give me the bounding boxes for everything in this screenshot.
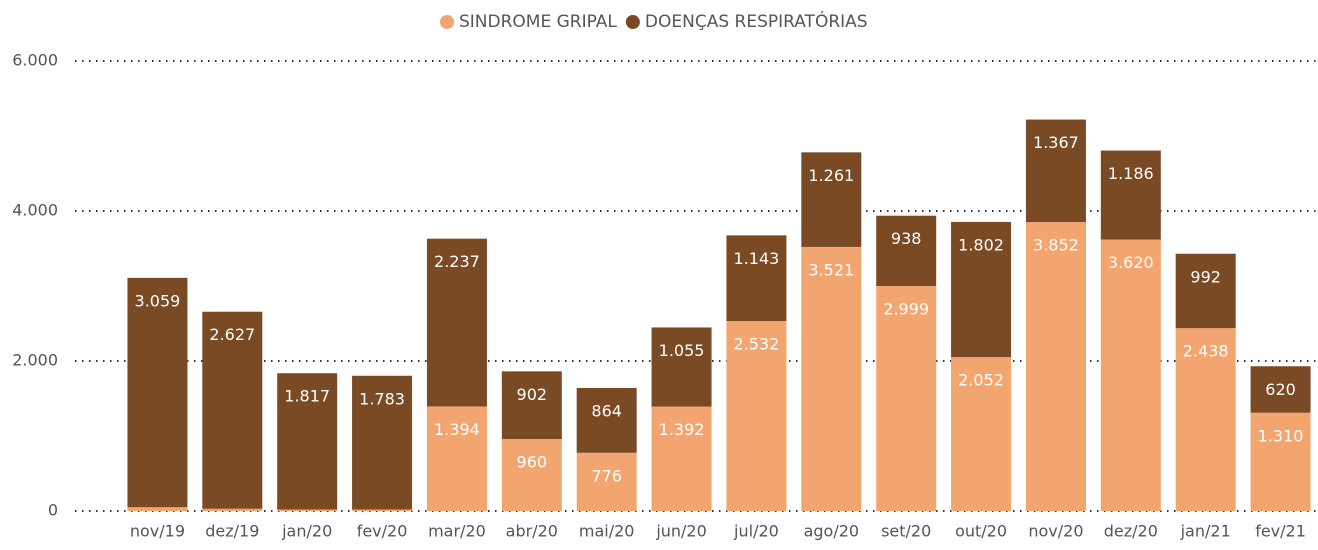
- data-label: 960: [517, 453, 548, 472]
- bar-segment: [277, 373, 338, 510]
- bar-segment: [1250, 412, 1311, 511]
- bar-segment: [801, 246, 862, 512]
- data-label: 864: [591, 402, 622, 421]
- bar-segment: [651, 327, 712, 407]
- bar-segment: [127, 507, 188, 511]
- x-tick-label: fev/21: [1255, 522, 1306, 541]
- bar-segment: [501, 439, 562, 511]
- bar-segment: [1175, 253, 1236, 329]
- bar-segment: [1100, 150, 1161, 240]
- data-label: 2.052: [958, 371, 1004, 390]
- x-tick-label: nov/19: [130, 522, 185, 541]
- data-label: 1.261: [808, 166, 854, 185]
- bar-segment: [277, 509, 338, 511]
- bar-segment: [801, 152, 862, 247]
- bar-segment: [576, 388, 637, 453]
- y-tick-label: 0: [48, 501, 58, 520]
- data-label: 2.627: [209, 325, 255, 344]
- data-label: 2.237: [434, 252, 480, 271]
- data-label: 938: [891, 229, 922, 248]
- data-label: 3.620: [1108, 253, 1154, 272]
- data-label: 1.055: [659, 341, 705, 360]
- data-label: 2.532: [734, 335, 780, 354]
- x-tick-label: jun/20: [655, 522, 706, 541]
- bar-segment: [1025, 119, 1086, 223]
- x-tick-label: jul/20: [733, 522, 779, 541]
- y-tick-label: 2.000: [12, 351, 58, 370]
- x-tick-label: fev/20: [357, 522, 408, 541]
- legend-marker: [625, 15, 640, 29]
- data-label: 1.143: [734, 249, 780, 268]
- data-label: 1.392: [659, 420, 705, 439]
- data-label: 1.394: [434, 420, 480, 439]
- bar-segment: [1175, 328, 1236, 511]
- x-tick-label: ago/20: [804, 522, 860, 541]
- data-label: 3.059: [135, 291, 181, 310]
- data-label: 2.438: [1183, 342, 1229, 361]
- x-tick-label: dez/20: [1104, 522, 1158, 541]
- legend-label: DOENÇAS RESPIRATÓRIAS: [645, 10, 868, 32]
- x-tick-label: jan/20: [281, 522, 332, 541]
- data-label: 620: [1265, 380, 1296, 399]
- bar-segment: [426, 406, 487, 511]
- data-label: 1.802: [958, 235, 1004, 254]
- bar-segment: [951, 221, 1012, 358]
- bar-segment: [951, 357, 1012, 511]
- bar-segment: [127, 277, 188, 508]
- bar-segment: [202, 508, 263, 511]
- bar-segment: [1100, 239, 1161, 511]
- data-label: 2.999: [883, 300, 929, 319]
- bar-segment: [726, 321, 787, 511]
- bar-segment: [501, 371, 562, 439]
- bar-segment: [426, 238, 487, 407]
- bar-segment: [726, 235, 787, 322]
- data-label: 3.852: [1033, 236, 1079, 255]
- data-label: 1.783: [359, 389, 405, 408]
- y-tick-label: 6.000: [12, 51, 58, 70]
- data-label: 3.521: [808, 260, 854, 279]
- bar-segment: [1250, 366, 1311, 413]
- x-tick-label: set/20: [881, 522, 931, 541]
- x-tick-label: mar/20: [428, 522, 486, 541]
- x-tick-label: dez/19: [205, 522, 259, 541]
- legend-marker: [440, 15, 454, 29]
- bar-segment: [352, 509, 413, 511]
- x-tick-label: mai/20: [579, 522, 635, 541]
- bar-segment: [876, 215, 937, 287]
- x-tick-label: out/20: [955, 522, 1007, 541]
- bar-segment: [352, 375, 413, 510]
- data-label: 1.367: [1033, 133, 1079, 152]
- data-label: 1.310: [1258, 426, 1304, 445]
- bar-segment: [576, 452, 637, 511]
- data-label: 776: [591, 466, 622, 485]
- data-label: 1.817: [284, 387, 330, 406]
- bar-segment: [202, 311, 263, 509]
- legend-label: SINDROME GRIPAL: [459, 12, 617, 32]
- x-tick-label: jan/21: [1180, 522, 1231, 541]
- bar-segment: [1025, 222, 1086, 511]
- y-tick-label: 4.000: [12, 201, 58, 220]
- data-label: 902: [517, 385, 548, 404]
- data-label: 1.186: [1108, 164, 1154, 183]
- bar-segment: [876, 286, 937, 511]
- bar-segment: [651, 406, 712, 511]
- x-tick-label: nov/20: [1028, 522, 1083, 541]
- data-label: 992: [1190, 267, 1221, 286]
- x-tick-label: abr/20: [506, 522, 558, 541]
